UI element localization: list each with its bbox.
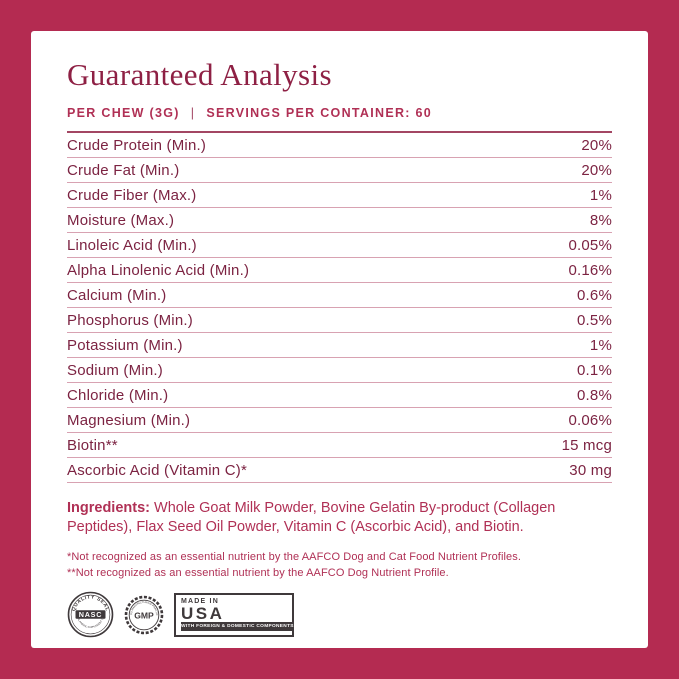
table-row: Crude Fat (Min.) 20% <box>67 158 612 183</box>
nutrient-value: 1% <box>589 186 612 204</box>
nasc-center-text: NASC <box>79 610 103 619</box>
table-row: Magnesium (Min.) 0.06% <box>67 408 612 433</box>
nutrient-value: 15 mcg <box>561 436 612 454</box>
table-row: Crude Fiber (Max.) 1% <box>67 183 612 208</box>
nutrient-value: 1% <box>589 336 612 354</box>
nutrient-label: Magnesium (Min.) <box>67 411 191 429</box>
nasc-seal-icon: QUALITY SEAL NATIONAL ANIMAL SUPPLEMENT … <box>67 591 114 638</box>
nutrient-value: 0.06% <box>568 411 612 429</box>
table-row: Biotin** 15 mcg <box>67 433 612 458</box>
ingredients-list: Whole Goat Milk Powder, Bovine Gelatin B… <box>67 500 556 535</box>
nutrient-label: Sodium (Min.) <box>67 361 163 379</box>
nutrient-value: 0.05% <box>568 236 612 254</box>
nutrient-label: Linoleic Acid (Min.) <box>67 236 197 254</box>
ingredients-label: Ingredients: <box>67 500 150 516</box>
usa-text: USA <box>181 603 225 623</box>
servings-per-container: SERVINGS PER CONTAINER: 60 <box>206 106 433 120</box>
made-in-text: MADE IN <box>181 597 219 605</box>
table-row: Phosphorus (Min.) 0.5% <box>67 308 612 333</box>
table-row: Linoleic Acid (Min.) 0.05% <box>67 233 612 258</box>
nutrient-value: 8% <box>589 211 612 229</box>
nutrient-label: Moisture (Max.) <box>67 211 175 229</box>
nutrient-label: Calcium (Min.) <box>67 286 167 304</box>
nutrient-label: Crude Fat (Min.) <box>67 161 180 179</box>
guaranteed-analysis-table: Crude Protein (Min.) 20% Crude Fat (Min.) 2… <box>67 133 612 483</box>
nutrient-value: 0.8% <box>577 386 612 404</box>
table-row: Alpha Linolenic Acid (Min.) 0.16% <box>67 258 612 283</box>
nutrient-value: 0.16% <box>568 261 612 279</box>
page-title: Guaranteed Analysis <box>67 57 332 92</box>
nutrient-label: Phosphorus (Min.) <box>67 311 193 329</box>
nutrient-value: 0.1% <box>577 361 612 379</box>
footnote: **Not recognized as an essential nutrien… <box>67 567 449 579</box>
nutrient-label: Biotin** <box>67 436 118 454</box>
certification-badges: QUALITY SEAL NATIONAL ANIMAL SUPPLEMENT … <box>67 591 612 638</box>
gmp-badge-icon: GOOD MANUFACTURING PRACTICES GMP <box>124 595 164 634</box>
nutrient-label: Potassium (Min.) <box>67 336 183 354</box>
nutrient-value: 20% <box>581 161 612 179</box>
gmp-center-text: GMP <box>134 610 154 620</box>
nutrient-value: 0.5% <box>577 311 612 329</box>
footnote: *Not recognized as an essential nutrient… <box>67 551 522 563</box>
nutrient-value: 0.6% <box>577 286 612 304</box>
table-row: Moisture (Max.) 8% <box>67 208 612 233</box>
serving-size: PER CHEW (3G) <box>67 106 180 120</box>
nutrient-value: 20% <box>581 136 612 154</box>
made-in-usa-badge: MADE IN USA WITH FOREIGN & DOMESTIC COMP… <box>174 592 294 637</box>
table-row: Potassium (Min.) 1% <box>67 333 612 358</box>
nutrient-label: Alpha Linolenic Acid (Min.) <box>67 261 250 279</box>
nutrient-label: Ascorbic Acid (Vitamin C)* <box>67 461 247 479</box>
table-row: Chloride (Min.) 0.8% <box>67 383 612 408</box>
table-row: Calcium (Min.) 0.6% <box>67 283 612 308</box>
serving-info: PER CHEW (3G) | SERVINGS PER CONTAINER: … <box>67 106 612 133</box>
table-row: Crude Protein (Min.) 20% <box>67 133 612 158</box>
guaranteed-analysis-panel: Guaranteed Analysis PER CHEW (3G) | SERV… <box>31 31 648 648</box>
table-row: Sodium (Min.) 0.1% <box>67 358 612 383</box>
table-row: Ascorbic Acid (Vitamin C)* 30 mg <box>67 458 612 483</box>
nutrient-label: Chloride (Min.) <box>67 386 169 404</box>
nutrient-label: Crude Fiber (Max.) <box>67 186 197 204</box>
nutrient-value: 30 mg <box>569 461 612 479</box>
ingredients-text: Ingredients: Whole Goat Milk Powder, Bov… <box>67 499 612 537</box>
usa-components-text: WITH FOREIGN & DOMESTIC COMPONENTS <box>181 621 294 631</box>
footnotes: *Not recognized as an essential nutrient… <box>67 549 612 581</box>
nutrient-label: Crude Protein (Min.) <box>67 136 207 154</box>
serving-separator: | <box>190 106 196 120</box>
usa-badge-bar: WITH FOREIGN & DOMESTIC COMPONENTS <box>181 621 294 631</box>
